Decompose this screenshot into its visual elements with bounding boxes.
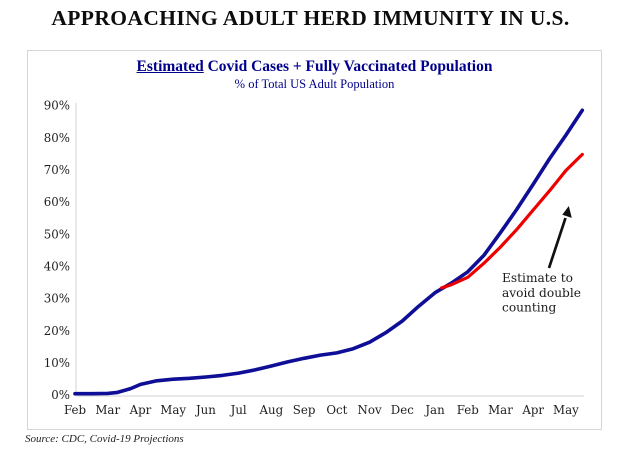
x-tick-label: Mar [488,403,513,417]
x-tick-label: Feb [457,403,479,417]
y-tick-label: 60% [44,195,70,209]
y-tick-label: 40% [44,260,70,274]
y-tick-label: 20% [44,324,70,338]
line-chart: 0% 10% 20% 30% 40% 50% 60% 70% 80% 90% Feb Mar Apr Ma… [44,99,585,417]
x-tick-label: Apr [521,403,544,417]
x-tick-label: Oct [326,403,347,417]
x-tick-label: Jul [230,403,247,417]
y-tick-label: 0% [51,388,70,402]
y-tick-label: 90% [44,99,70,113]
chart-title-rest: Covid Cases + Fully Vaccinated Populatio… [203,58,493,75]
chart-title: Estimated Covid Cases + Fully Vaccinated… [28,58,601,76]
x-tick-label: Mar [95,403,120,417]
annotation-arrow-shaft [547,217,567,269]
x-tick-label: May [553,403,579,417]
chart-title-emphasis: Estimated [136,58,204,75]
y-tick-label: 10% [44,356,70,370]
combined-series-line [73,108,585,396]
annotation-text-line: counting [502,301,557,315]
x-tick-label: Feb [64,403,86,417]
y-tick-label: 70% [44,163,70,177]
double-counting-adjusted-line [440,152,584,290]
page-title: APPROACHING ADULT HERD IMMUNITY IN U.S. [51,6,570,30]
y-tick-label: 80% [44,131,70,145]
y-tick-label: 30% [44,292,70,306]
x-tick-label: Sep [293,403,316,417]
x-tick-label: May [160,403,186,417]
annotation-text-line: Estimate to [502,271,573,285]
x-tick-label: Jan [424,403,445,417]
y-tick-label: 50% [44,227,70,241]
x-tick-label: Dec [391,403,414,417]
source-note: Source: CDC, Covid-19 Projections [25,433,184,445]
x-tick-label: Nov [358,403,382,417]
x-tick-label: Aug [259,403,284,417]
chart-panel: Estimated Covid Cases + Fully Vaccinated… [27,50,602,430]
annotation-arrow-head [562,206,572,218]
annotation-text-line: avoid double [502,286,581,300]
x-tick-label: Jun [195,403,216,417]
chart-subtitle: % of Total US Adult Population [234,77,395,91]
x-tick-label: Apr [129,403,152,417]
